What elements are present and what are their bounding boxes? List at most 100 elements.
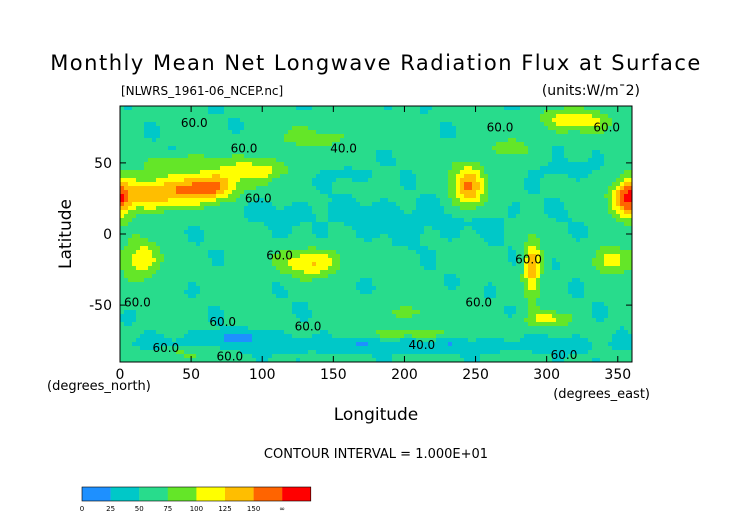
heatmap-cell <box>388 178 393 183</box>
heatmap-cell <box>152 206 157 211</box>
heatmap-cell <box>264 222 269 227</box>
heatmap-cell <box>268 174 273 179</box>
heatmap-cell <box>296 118 301 123</box>
heatmap-cell <box>608 202 613 207</box>
heatmap-cell <box>448 186 453 191</box>
heatmap-cell <box>504 242 509 247</box>
heatmap-cell <box>476 146 481 151</box>
heatmap-cell <box>540 182 545 187</box>
heatmap-cell <box>432 162 437 167</box>
heatmap-cell <box>624 206 629 211</box>
heatmap-cell <box>588 210 593 215</box>
heatmap-cell <box>520 134 525 139</box>
heatmap-cell <box>220 242 225 247</box>
heatmap-cell <box>340 182 345 187</box>
heatmap-cell <box>596 202 601 207</box>
heatmap-cell <box>192 218 197 223</box>
heatmap-cell <box>572 122 577 127</box>
heatmap-cell <box>608 250 613 255</box>
heatmap-cell <box>228 134 233 139</box>
heatmap-cell <box>380 166 385 171</box>
heatmap-cell <box>552 254 557 259</box>
heatmap-cell <box>452 158 457 163</box>
heatmap-cell <box>468 130 473 135</box>
heatmap-cell <box>588 186 593 191</box>
heatmap-cell <box>520 122 525 127</box>
heatmap-cell <box>224 174 229 179</box>
heatmap-cell <box>480 178 485 183</box>
heatmap-cell <box>336 106 341 111</box>
heatmap-cell <box>160 186 165 191</box>
heatmap-cell <box>316 202 321 207</box>
heatmap-cell <box>576 130 581 135</box>
heatmap-cell <box>472 178 477 183</box>
heatmap-cell <box>348 106 353 111</box>
heatmap-cell <box>628 174 633 179</box>
heatmap-cell <box>200 218 205 223</box>
heatmap-cell <box>356 194 361 199</box>
heatmap-cell <box>260 158 265 163</box>
heatmap-cell <box>324 110 329 115</box>
heatmap-cell <box>196 258 201 263</box>
heatmap-cell <box>156 222 161 227</box>
heatmap-cell <box>348 142 353 147</box>
heatmap-cell <box>248 242 253 247</box>
heatmap-cell <box>444 174 449 179</box>
heatmap-cell <box>288 234 293 239</box>
heatmap-cell <box>336 146 341 151</box>
heatmap-cell <box>564 130 569 135</box>
heatmap-cell <box>592 242 597 247</box>
heatmap-cell <box>328 150 333 155</box>
heatmap-cell <box>160 170 165 175</box>
heatmap-cell <box>164 198 169 203</box>
heatmap-cell <box>416 158 421 163</box>
heatmap-cell <box>560 206 565 211</box>
heatmap-cell <box>528 122 533 127</box>
heatmap-cell <box>420 222 425 227</box>
heatmap-cell <box>452 218 457 223</box>
heatmap-cell <box>164 146 169 151</box>
heatmap-cell <box>412 202 417 207</box>
heatmap-cell <box>344 170 349 175</box>
heatmap-cell <box>200 186 205 191</box>
heatmap-cell <box>472 170 477 175</box>
heatmap-cell <box>344 166 349 171</box>
heatmap-cell <box>196 246 201 251</box>
heatmap-cell <box>168 202 173 207</box>
heatmap-cell <box>472 146 477 151</box>
heatmap-cell <box>412 198 417 203</box>
heatmap-cell <box>340 106 345 111</box>
heatmap-cell <box>400 122 405 127</box>
heatmap-cell <box>280 222 285 227</box>
heatmap-cell <box>448 194 453 199</box>
heatmap-cell <box>336 190 341 195</box>
heatmap-cell <box>380 110 385 115</box>
heatmap-cell <box>492 146 497 151</box>
heatmap-cell <box>212 190 217 195</box>
heatmap-cell <box>508 186 513 191</box>
heatmap-cell <box>120 182 125 187</box>
heatmap-cell <box>400 218 405 223</box>
heatmap-cell <box>528 198 533 203</box>
heatmap-cell <box>536 158 541 163</box>
heatmap-cell <box>224 106 229 111</box>
heatmap-cell <box>496 170 501 175</box>
heatmap-cell <box>420 246 425 251</box>
heatmap-cell <box>500 222 505 227</box>
heatmap-cell <box>312 110 317 115</box>
heatmap-cell <box>328 142 333 147</box>
heatmap-cell <box>368 178 373 183</box>
heatmap-cell <box>560 126 565 131</box>
heatmap-cell <box>396 138 401 143</box>
heatmap-cell <box>132 182 137 187</box>
heatmap-cell <box>244 162 249 167</box>
heatmap-cell <box>412 194 417 199</box>
heatmap-cell <box>572 182 577 187</box>
heatmap-cell <box>288 210 293 215</box>
heatmap-cell <box>520 130 525 135</box>
heatmap-cell <box>624 186 629 191</box>
heatmap-cell <box>276 258 281 263</box>
heatmap-cell <box>252 134 257 139</box>
heatmap-cell <box>356 106 361 111</box>
heatmap-cell <box>464 242 469 247</box>
